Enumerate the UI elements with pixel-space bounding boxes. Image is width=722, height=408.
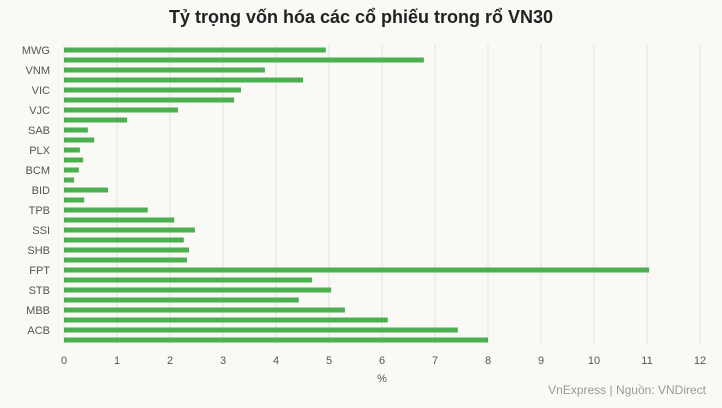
bar	[64, 197, 85, 203]
bar	[64, 157, 84, 163]
bar	[64, 77, 304, 83]
bar	[64, 117, 128, 123]
bar	[64, 297, 299, 303]
bar	[64, 317, 388, 323]
bar	[64, 177, 75, 183]
bar	[64, 127, 88, 133]
bar	[64, 267, 650, 273]
x-tick-label: 8	[485, 355, 491, 367]
y-tick-label: MWG	[22, 45, 50, 57]
x-tick-label: 9	[538, 355, 544, 367]
bar	[64, 57, 424, 63]
bar	[64, 287, 332, 293]
bar	[64, 327, 458, 333]
y-tick-label: ACB	[27, 325, 50, 337]
bar	[64, 237, 184, 243]
x-tick-label: 2	[167, 355, 173, 367]
x-tick-label: 4	[273, 355, 279, 367]
bar	[64, 107, 178, 113]
x-axis-label: %	[377, 373, 387, 385]
y-tick-label: MBB	[26, 305, 50, 317]
bar	[64, 167, 79, 173]
x-tick-label: 1	[114, 355, 120, 367]
y-tick-label: SHB	[27, 245, 50, 257]
x-tick-label: 11	[641, 355, 652, 367]
y-tick-label: TPB	[29, 205, 50, 217]
x-tick-label: 7	[432, 355, 438, 367]
x-tick-label: 12	[694, 355, 706, 367]
bar	[64, 137, 95, 143]
bar	[64, 187, 108, 193]
bar	[64, 47, 326, 53]
y-tick-label: SAB	[28, 125, 50, 137]
chart-title: Tỷ trọng vốn hóa các cổ phiếu trong rổ V…	[169, 7, 553, 27]
y-tick-label: STB	[29, 285, 50, 297]
y-tick-label: PLX	[29, 145, 50, 157]
x-tick-label: 3	[220, 355, 226, 367]
bar	[64, 97, 235, 103]
y-tick-label: BCM	[26, 165, 50, 177]
bar	[64, 207, 148, 213]
bar	[64, 227, 195, 233]
bar	[64, 337, 488, 343]
y-tick-label: VIC	[32, 85, 50, 97]
bar	[64, 307, 345, 313]
bar	[64, 277, 313, 283]
bar	[64, 147, 80, 153]
y-tick-label: VJC	[29, 105, 50, 117]
bar	[64, 257, 187, 263]
bar	[64, 87, 242, 93]
y-tick-label: BID	[32, 185, 50, 197]
bar	[64, 247, 190, 253]
y-tick-label: VNM	[26, 65, 50, 77]
source: VnExpress | Nguồn: VNDirect	[548, 383, 707, 397]
y-tick-label: FPT	[29, 265, 50, 277]
bar	[64, 67, 265, 73]
x-tick-label: 10	[588, 355, 600, 367]
x-tick-label: 6	[379, 355, 385, 367]
y-tick-label: SSI	[32, 225, 50, 237]
bar	[64, 217, 175, 223]
x-tick-label: 0	[61, 355, 67, 367]
x-tick-label: 5	[326, 355, 332, 367]
